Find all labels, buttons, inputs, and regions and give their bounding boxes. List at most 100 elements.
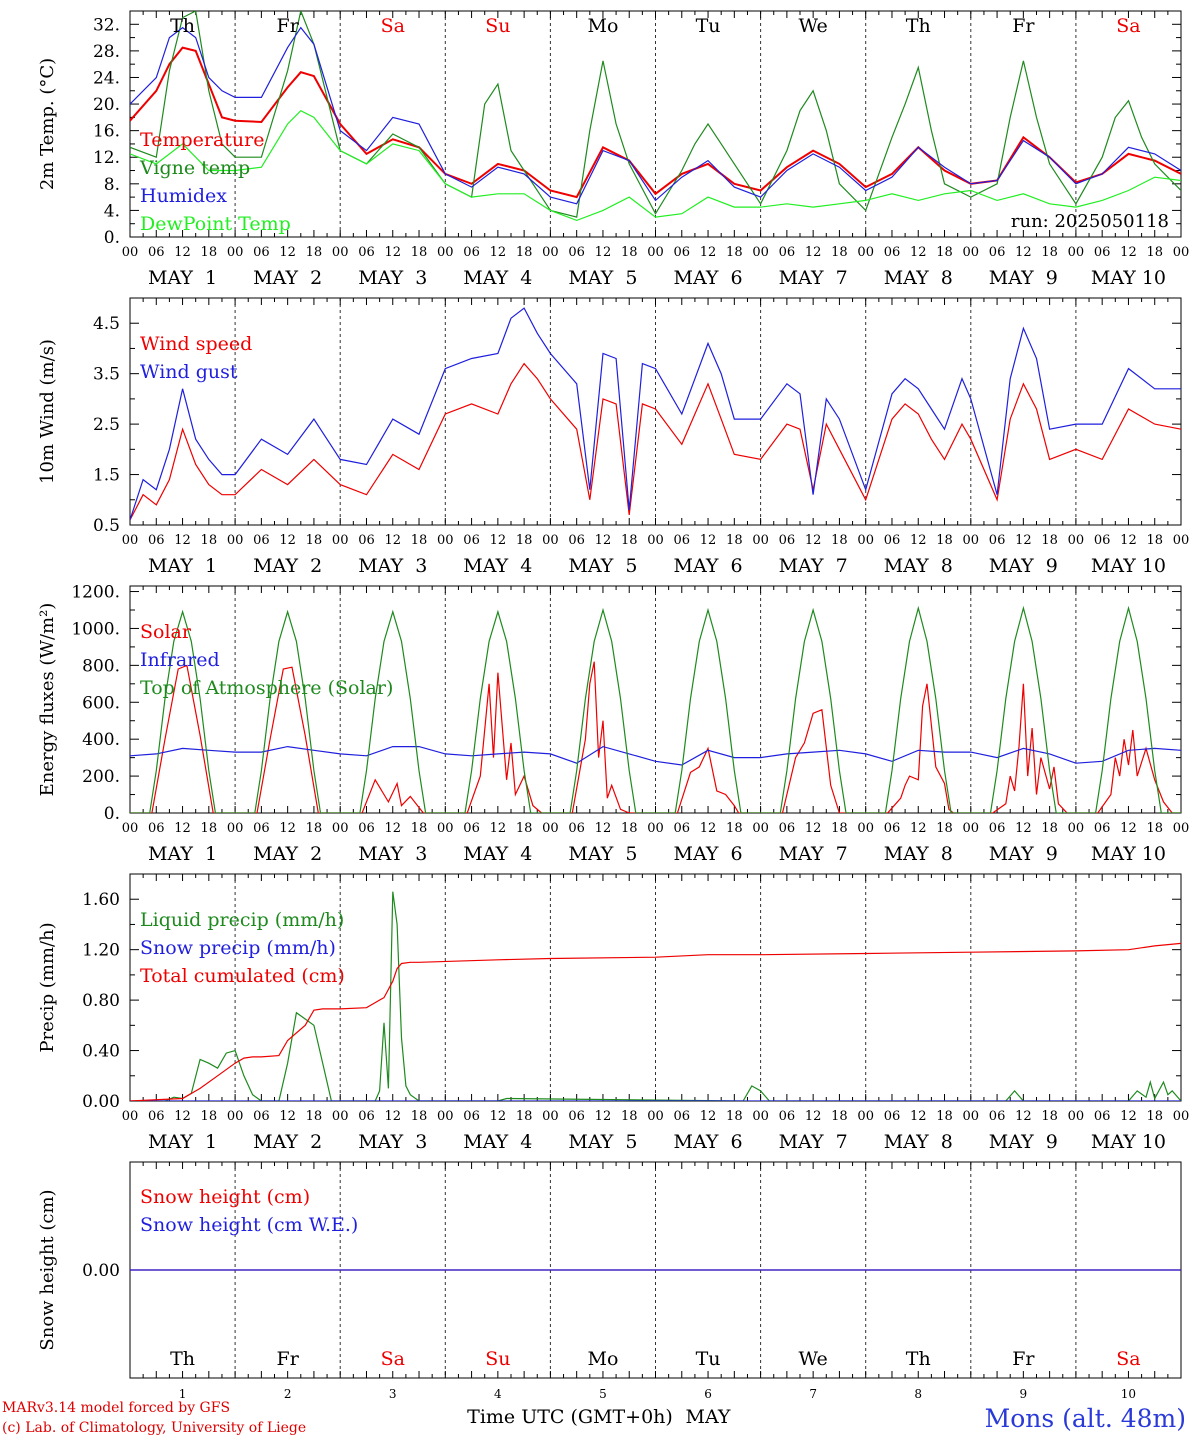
hour-label: 06 xyxy=(989,533,1006,548)
hour-label: 18 xyxy=(621,533,638,548)
hour-label: 00 xyxy=(857,1109,874,1124)
hour-label: 12 xyxy=(279,245,296,260)
date-label: MAY 2 xyxy=(253,555,322,577)
hour-label: 18 xyxy=(726,533,743,548)
y-tick-label: 1.20 xyxy=(82,941,120,961)
hour-label: 12 xyxy=(1120,245,1137,260)
y-tick-label: 0.00 xyxy=(82,1261,120,1281)
legend-entry: Total cumulated (cm) xyxy=(140,965,345,987)
y-tick-label: 400. xyxy=(82,730,120,750)
hour-label: 00 xyxy=(542,821,559,836)
hour-label: 00 xyxy=(1068,245,1085,260)
hour-label: 00 xyxy=(122,533,139,548)
hour-label: 18 xyxy=(831,821,848,836)
hour-label: 06 xyxy=(779,533,796,548)
hour-label: 18 xyxy=(1041,245,1058,260)
date-label: MAY 6 xyxy=(673,267,742,289)
hour-label: 18 xyxy=(516,821,533,836)
date-label: MAY 7 xyxy=(779,555,848,577)
hour-label: 00 xyxy=(1068,1109,1085,1124)
date-label: MAY 5 xyxy=(568,267,637,289)
hour-label: 06 xyxy=(989,821,1006,836)
legend-entry: Top of Atmosphere (Solar) xyxy=(140,677,393,699)
y-tick-label: 4.5 xyxy=(93,314,120,334)
hour-label: 18 xyxy=(621,245,638,260)
y-tick-label: 24. xyxy=(93,68,120,88)
series-layer xyxy=(130,605,1181,813)
date-label: MAY 5 xyxy=(568,555,637,577)
hour-label: 06 xyxy=(568,533,585,548)
hour-label: 12 xyxy=(910,533,927,548)
hour-label: 00 xyxy=(542,533,559,548)
date-label: MAY 9 xyxy=(989,555,1058,577)
series-layer xyxy=(130,11,1181,222)
hour-label: 12 xyxy=(279,821,296,836)
hour-label: 18 xyxy=(516,245,533,260)
hour-label: 18 xyxy=(726,245,743,260)
series-line-wind-speed xyxy=(130,362,1181,521)
legend-entry: Snow precip (mm/h) xyxy=(140,937,336,959)
hour-label: 12 xyxy=(279,1109,296,1124)
hour-label: 06 xyxy=(884,245,901,260)
hour-label: 06 xyxy=(1094,821,1111,836)
date-label: MAY 3 xyxy=(358,555,427,577)
x-axis-title: Time UTC (GMT+0h) xyxy=(467,1406,673,1428)
y-tick-label: 1.5 xyxy=(93,466,120,486)
y-tick-label: 4. xyxy=(104,201,120,221)
day-number: 3 xyxy=(389,1387,397,1401)
hour-label: 06 xyxy=(358,1109,375,1124)
hour-label: 12 xyxy=(910,821,927,836)
series-layer xyxy=(130,307,1181,521)
y-tick-label: 20. xyxy=(93,95,120,115)
date-label: MAY 10 xyxy=(1091,1131,1166,1153)
hour-label: 12 xyxy=(1120,1109,1137,1124)
hour-label: 06 xyxy=(989,245,1006,260)
date-label: MAY 2 xyxy=(253,1131,322,1153)
hour-label: 06 xyxy=(674,821,691,836)
hour-label: 18 xyxy=(936,821,953,836)
hour-label: 00 xyxy=(752,1109,769,1124)
hour-label: 12 xyxy=(384,245,401,260)
legend-entry: Vigne temp xyxy=(139,157,250,179)
hour-label: 00 xyxy=(542,245,559,260)
hour-label: 00 xyxy=(332,245,349,260)
series-line-dewpoint-temp xyxy=(130,109,1181,222)
date-label: MAY 8 xyxy=(884,1131,953,1153)
hour-label: 06 xyxy=(1094,1109,1111,1124)
hour-label: 12 xyxy=(805,245,822,260)
weekday-label: Mo xyxy=(587,15,618,37)
date-label: MAY 10 xyxy=(1091,555,1166,577)
hour-label: 18 xyxy=(1146,533,1163,548)
hour-label: 18 xyxy=(516,533,533,548)
y-tick-label: 0.80 xyxy=(82,991,120,1011)
date-label: MAY 8 xyxy=(884,843,953,865)
y-tick-label: 28. xyxy=(93,42,120,62)
date-label: MAY 5 xyxy=(568,1131,637,1153)
run-annotation: run: 2025050118 xyxy=(1011,211,1169,232)
hour-label: 12 xyxy=(805,1109,822,1124)
hour-label: 18 xyxy=(621,1109,638,1124)
hour-label: 06 xyxy=(779,1109,796,1124)
hour-label: 00 xyxy=(963,245,980,260)
hour-label: 12 xyxy=(1120,821,1137,836)
hour-label: 00 xyxy=(122,821,139,836)
hour-label: 00 xyxy=(963,821,980,836)
hour-label: 00 xyxy=(542,1109,559,1124)
y-axis-label: 2m Temp. (°C) xyxy=(37,58,58,190)
series-line-liquid-precip-mm-h- xyxy=(130,891,1181,1101)
hour-label: 12 xyxy=(700,821,717,836)
hour-label: 06 xyxy=(568,1109,585,1124)
hour-label: 00 xyxy=(857,245,874,260)
station-name: Mons (alt. 48m) xyxy=(984,1404,1186,1433)
day-number: 6 xyxy=(704,1387,712,1401)
legend-entry: Wind gust xyxy=(140,361,238,383)
hour-label: 18 xyxy=(936,1109,953,1124)
panel-temperature: 0. 4. 8. 12. 16. 20. 24. 28. 32. 2m Temp. (°C) Tem… xyxy=(37,10,1189,289)
date-label: MAY 3 xyxy=(358,1131,427,1153)
hour-label: 12 xyxy=(910,1109,927,1124)
hour-label: 00 xyxy=(1173,821,1190,836)
hour-label: 12 xyxy=(1120,533,1137,548)
hour-label: 00 xyxy=(647,821,664,836)
y-tick-label: 0.00 xyxy=(82,1092,120,1112)
hour-label: 00 xyxy=(227,533,244,548)
